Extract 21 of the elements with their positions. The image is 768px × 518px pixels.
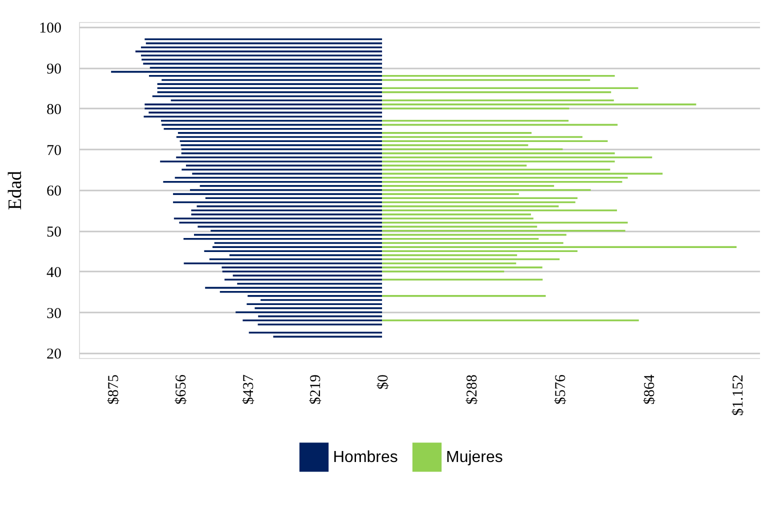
legend-label: Mujeres	[446, 449, 503, 466]
x-tick-label: $219	[308, 374, 324, 404]
legend-label: Hombres	[333, 449, 398, 466]
x-tick-label: $875	[106, 374, 122, 404]
y-tick-label: 60	[46, 184, 62, 200]
x-tick-label: $656	[173, 374, 190, 404]
y-tick-label: 20	[46, 346, 62, 362]
y-tick-label: 80	[46, 102, 62, 118]
y-tick-label: 40	[46, 265, 62, 281]
x-tick-label: $864	[642, 374, 658, 404]
x-tick-label: $1.152	[730, 374, 747, 416]
y-axis-title: Edad	[5, 170, 26, 210]
x-tick-label: $576	[553, 374, 570, 404]
x-tick-label: $288	[464, 374, 480, 404]
y-tick-label: 30	[46, 306, 62, 322]
x-tick-label: $0	[376, 374, 392, 390]
x-tick-label: $437	[240, 374, 257, 404]
y-tick-label: 70	[46, 142, 62, 159]
y-tick-label: 100	[39, 20, 62, 36]
y-tick-label: 90	[46, 61, 62, 78]
y-tick-label: 50	[46, 224, 62, 240]
